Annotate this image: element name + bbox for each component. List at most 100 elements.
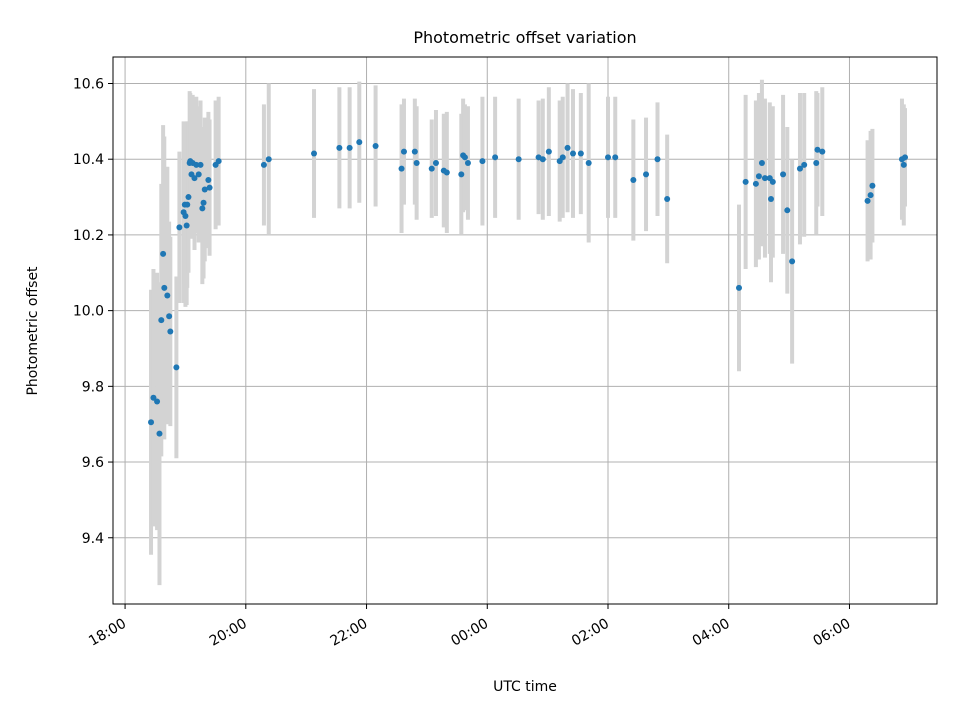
data-point — [900, 161, 907, 168]
data-point — [752, 180, 759, 187]
data-point — [356, 139, 363, 146]
data-point — [413, 159, 420, 166]
y-axis: 9.4 9.6 9.8 10.0 10.2 10.4 10.6 — [73, 76, 113, 547]
data-point — [443, 169, 450, 176]
data-point — [784, 207, 791, 214]
data-point — [336, 144, 343, 151]
data-point — [564, 144, 571, 151]
data-point — [205, 177, 212, 184]
x-tick-label: 02:00 — [569, 616, 612, 650]
data-point — [432, 159, 439, 166]
data-point — [197, 161, 204, 168]
data-point — [605, 154, 612, 161]
data-point — [780, 171, 787, 178]
data-point — [185, 194, 192, 201]
data-point — [630, 177, 637, 184]
data-point — [201, 186, 208, 193]
data-point — [813, 159, 820, 166]
data-point — [182, 212, 189, 219]
data-point — [215, 158, 222, 165]
data-point — [585, 159, 592, 166]
data-point — [400, 148, 407, 155]
x-tick-label: 22:00 — [328, 616, 371, 650]
data-point — [411, 148, 418, 155]
data-point — [789, 258, 796, 265]
y-tick-label: 10.0 — [73, 304, 104, 320]
data-point — [869, 182, 876, 189]
y-tick-label: 9.6 — [82, 455, 104, 471]
data-point — [767, 195, 774, 202]
data-point — [814, 146, 821, 153]
data-point — [545, 148, 552, 155]
y-tick-label: 9.8 — [82, 379, 104, 395]
grid-lines — [113, 57, 937, 604]
data-point — [735, 284, 742, 291]
data-point — [154, 398, 161, 405]
data-point — [191, 175, 198, 182]
data-point — [577, 150, 584, 157]
chart-title: Photometric offset variation — [413, 28, 636, 47]
x-tick-label: 20:00 — [207, 616, 250, 650]
data-point — [158, 317, 165, 324]
y-tick-label: 10.4 — [73, 152, 104, 168]
data-point — [199, 205, 206, 212]
x-tick-label: 00:00 — [448, 616, 491, 650]
data-point — [742, 178, 749, 185]
data-point — [864, 197, 871, 204]
data-point — [148, 419, 155, 426]
data-point — [195, 171, 202, 178]
data-point — [372, 142, 379, 149]
data-point — [398, 165, 405, 172]
data-point — [461, 154, 468, 161]
data-point — [176, 224, 183, 231]
data-point — [167, 328, 174, 335]
x-tick-label: 18:00 — [86, 616, 129, 650]
data-point — [161, 284, 168, 291]
y-axis-label: Photometric offset — [25, 266, 41, 396]
data-point — [206, 184, 213, 191]
data-point — [156, 430, 163, 437]
data-point — [166, 313, 173, 320]
data-point — [559, 154, 566, 161]
data-point — [150, 394, 157, 401]
data-point — [755, 173, 762, 180]
x-tick-label: 04:00 — [690, 616, 733, 650]
data-point — [612, 154, 619, 161]
data-point — [569, 150, 576, 157]
data-point — [164, 292, 171, 299]
data-point — [761, 175, 768, 182]
data-point — [867, 192, 874, 199]
data-point — [346, 144, 353, 151]
data-point — [769, 178, 776, 185]
y-tick-label: 9.4 — [82, 531, 104, 547]
data-point — [479, 158, 486, 165]
data-points — [148, 139, 909, 437]
data-point — [664, 195, 671, 202]
data-point — [464, 159, 471, 166]
x-axis: 18:00 20:00 22:00 00:00 02:00 04:00 06:00 — [86, 604, 853, 650]
data-point — [160, 250, 167, 257]
data-point — [796, 165, 803, 172]
data-point — [184, 201, 191, 208]
data-point — [492, 154, 499, 161]
data-point — [260, 161, 267, 168]
x-tick-label: 06:00 — [811, 616, 854, 650]
data-point — [902, 154, 909, 161]
x-axis-label: UTC time — [493, 679, 557, 695]
data-point — [183, 222, 190, 229]
data-point — [200, 199, 207, 206]
data-point — [819, 148, 826, 155]
data-point — [515, 156, 522, 163]
data-point — [311, 150, 318, 157]
data-point — [643, 171, 650, 178]
y-tick-label: 10.6 — [73, 76, 104, 92]
data-point — [428, 165, 435, 172]
data-point — [173, 364, 180, 371]
plot-frame — [112, 56, 938, 605]
data-point — [539, 156, 546, 163]
data-point — [758, 159, 765, 166]
y-tick-label: 10.2 — [73, 228, 104, 244]
data-point — [265, 156, 272, 163]
data-point — [193, 161, 200, 168]
